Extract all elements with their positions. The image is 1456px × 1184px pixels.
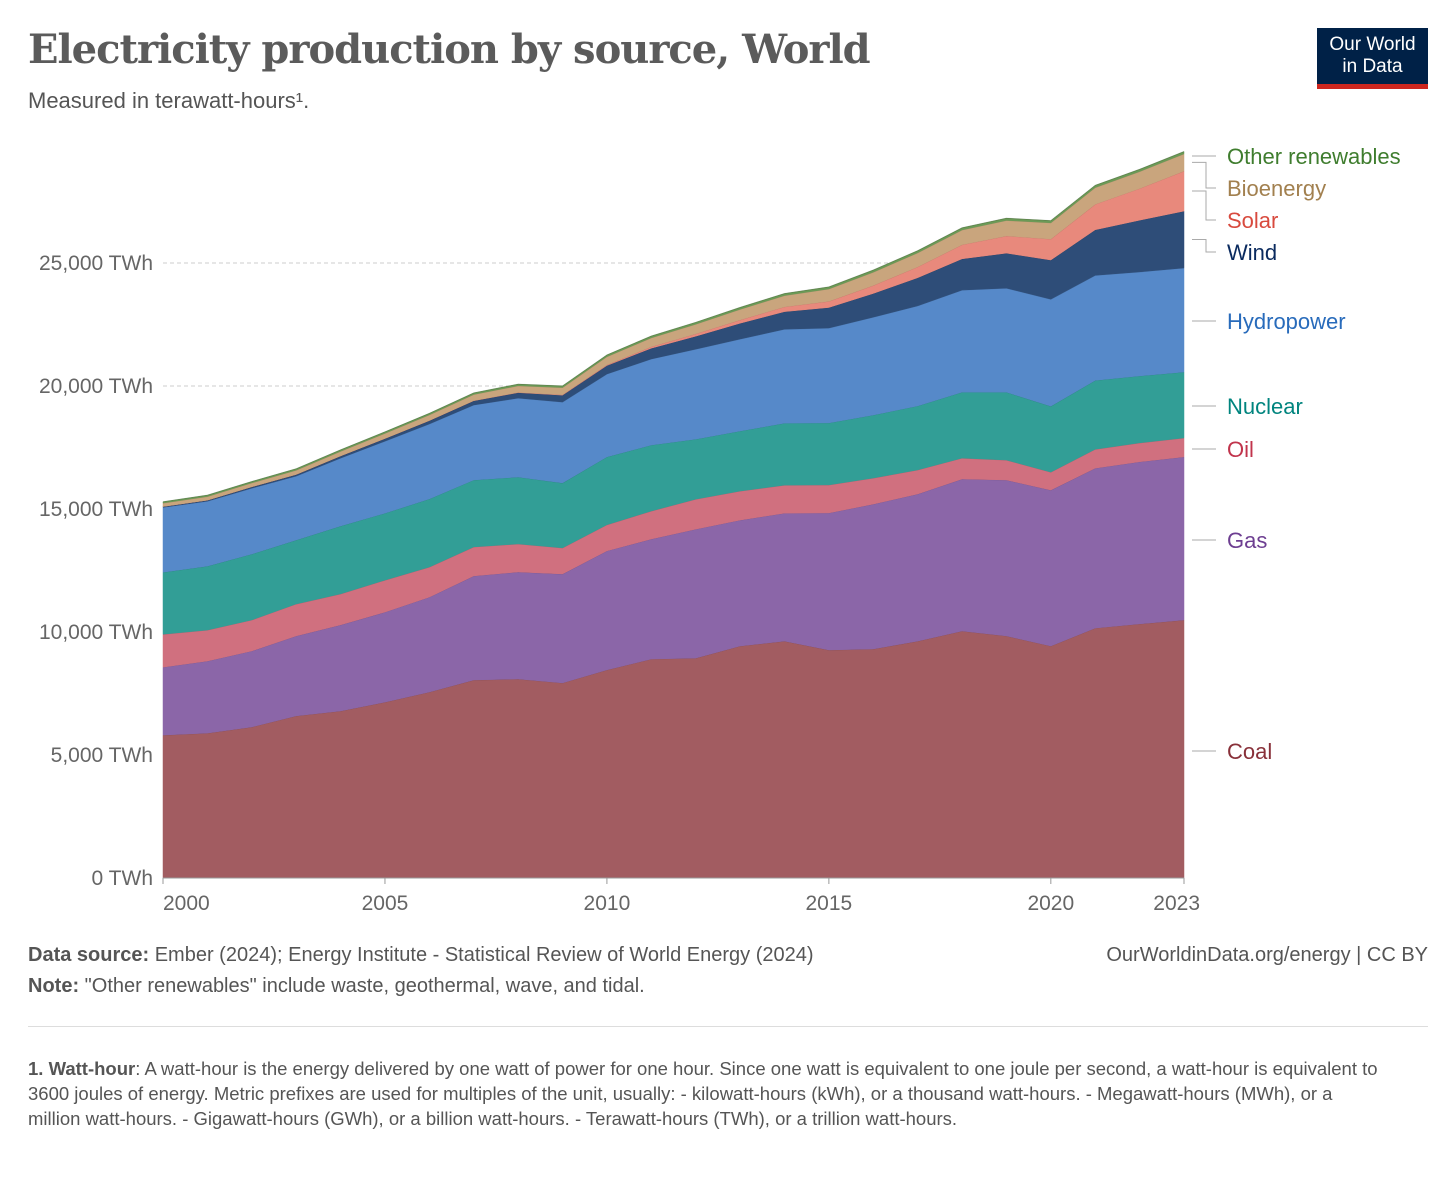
y-tick-label: 25,000 TWh — [39, 252, 153, 275]
footnote: 1. Watt-hour: A watt-hour is the energy … — [28, 1056, 1388, 1131]
x-tick-label: 2015 — [806, 892, 853, 915]
legend-label-nuclear: Nuclear — [1227, 394, 1303, 419]
x-tick-label: 2023 — [1153, 892, 1200, 915]
legend-connector — [1192, 239, 1216, 253]
logo-line2: in Data — [1342, 56, 1403, 77]
note-text: "Other renewables" include waste, geothe… — [79, 975, 645, 997]
chart-subtitle: Measured in terawatt-hours¹. — [28, 88, 310, 113]
y-tick-label: 15,000 TWh — [39, 498, 153, 521]
legend-label-hydropower: Hydropower — [1227, 309, 1346, 334]
note: Note: "Other renewables" include waste, … — [28, 975, 645, 998]
footnote-text: : A watt-hour is the energy delivered by… — [28, 1058, 1378, 1129]
x-tick-label: 2000 — [163, 892, 210, 915]
source-label: Data source: — [28, 944, 150, 966]
legend-connector — [1192, 190, 1216, 221]
legend-label-bioenergy: Bioenergy — [1227, 176, 1326, 201]
legend-label-solar: Solar — [1227, 208, 1278, 233]
legend-connector — [1192, 161, 1216, 189]
x-tick-label: 2010 — [584, 892, 631, 915]
data-source: Data source: Ember (2024); Energy Instit… — [28, 944, 814, 967]
source-text: Ember (2024); Energy Institute - Statist… — [149, 944, 814, 966]
y-tick-label: 0 TWh — [92, 867, 153, 890]
note-label: Note: — [28, 975, 80, 997]
legend-label-coal: Coal — [1227, 739, 1272, 764]
legend-label-other-renewables: Other renewables — [1227, 144, 1401, 169]
legend-label-gas: Gas — [1227, 528, 1267, 553]
legend-label-wind: Wind — [1227, 240, 1277, 265]
x-tick-label: 2020 — [1027, 892, 1074, 915]
divider — [28, 1026, 1428, 1027]
logo-line1: Our World — [1329, 34, 1416, 55]
x-tick-label: 2005 — [362, 892, 409, 915]
y-tick-label: 20,000 TWh — [39, 375, 153, 398]
area-other-renewables — [162, 151, 1185, 504]
y-tick-label: 5,000 TWh — [51, 744, 153, 767]
series-line — [162, 151, 1185, 503]
owid-logo[interactable]: Our World in Data — [1317, 28, 1428, 89]
credit-link[interactable]: OurWorldinData.org/energy | CC BY — [1106, 944, 1428, 966]
legend-label-oil: Oil — [1227, 437, 1254, 462]
y-tick-label: 10,000 TWh — [39, 621, 153, 644]
chart-title: Electricity production by source, World — [28, 26, 871, 73]
footnote-label: 1. Watt-hour — [28, 1058, 136, 1079]
